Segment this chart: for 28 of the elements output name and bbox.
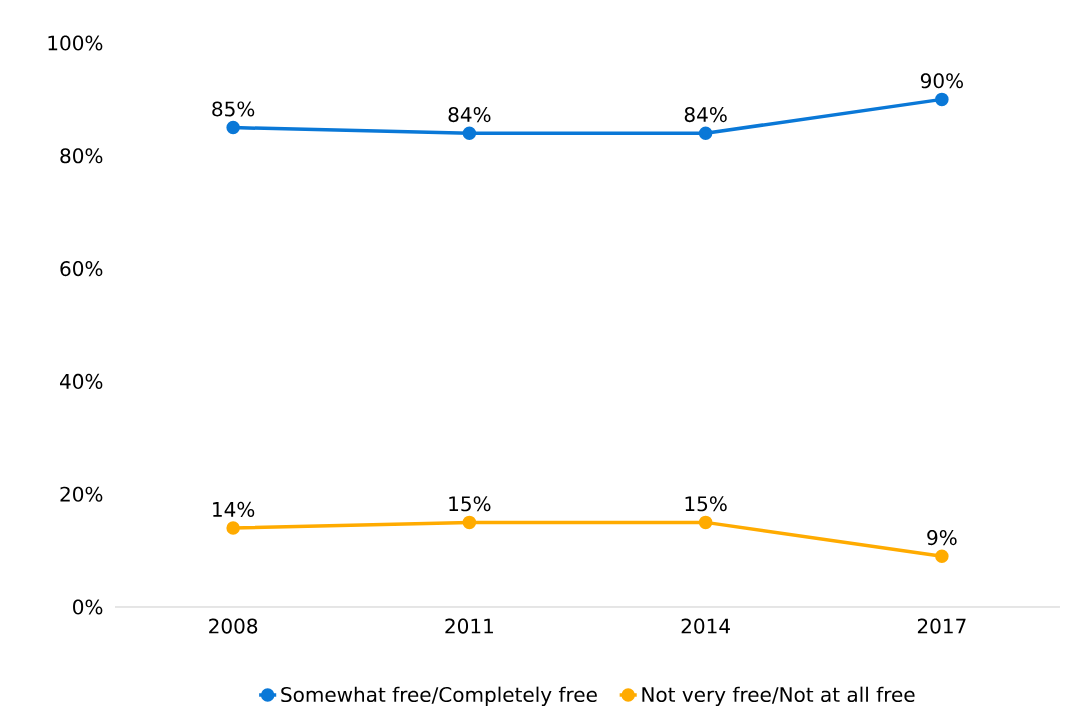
data-label: 15%: [685, 496, 727, 512]
data-label: 90%: [920, 73, 963, 89]
data-label: 84%: [684, 107, 727, 123]
data-label: 9%: [927, 530, 957, 546]
x-tick-label: 2011: [445, 618, 493, 634]
point: [462, 126, 477, 140]
point: [698, 126, 713, 140]
point: [462, 515, 477, 530]
point: [935, 92, 949, 107]
legend-label: Not very free/Not at all free: [642, 686, 915, 706]
point: [226, 521, 240, 535]
y-tick-label: 80%: [60, 148, 103, 164]
data-label: 15%: [449, 496, 491, 512]
y-tick-label: 20%: [60, 486, 103, 502]
y-tick-label: 60%: [60, 261, 103, 277]
legend-label: Somewhat free/Completely free: [281, 686, 597, 706]
point: [226, 120, 240, 135]
point: [698, 515, 713, 530]
y-tick-label: 0%: [73, 599, 103, 615]
point: [935, 549, 949, 563]
y-tick-label: 40%: [59, 373, 103, 389]
x-tick-label: 2014: [681, 618, 730, 634]
data-label: 84%: [448, 107, 491, 123]
x-tick-label: 2017: [917, 618, 966, 634]
data-label: 14%: [213, 501, 255, 517]
y-tick-label: 100%: [48, 35, 103, 51]
data-label: 85%: [212, 101, 255, 117]
x-tick-label: 2008: [209, 618, 258, 634]
